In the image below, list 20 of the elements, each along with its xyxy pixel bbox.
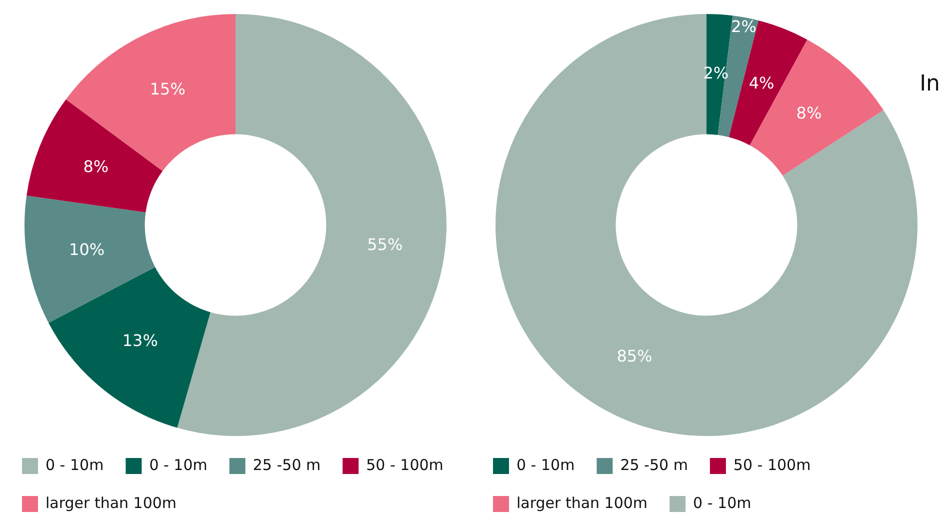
legend-label: 50 - 100m xyxy=(733,456,811,474)
legend-label: 50 - 100m xyxy=(366,456,444,474)
legend-label: 0 - 10m xyxy=(693,494,752,512)
data-label: 15% xyxy=(150,79,186,98)
legend-label: 0 - 10m xyxy=(149,456,208,474)
data-label: 85% xyxy=(616,346,652,366)
legend-label: 25 -50 m xyxy=(620,456,688,474)
data-label: 8% xyxy=(83,156,109,176)
data-label: 13% xyxy=(122,331,158,350)
text: In xyxy=(920,72,940,97)
data-label: 55% xyxy=(367,235,403,254)
data-label: 8% xyxy=(796,103,822,122)
data-label: 10% xyxy=(69,240,105,259)
data-label: 2% xyxy=(731,16,756,36)
legend-label: 25 -50 m xyxy=(252,456,321,474)
legend-label: larger than 100m xyxy=(46,494,177,512)
legend-label: 0 - 10m xyxy=(516,456,575,474)
legend-label: 0 - 10m xyxy=(46,456,104,474)
legend-label: larger than 100m xyxy=(516,494,648,512)
data-label: 4% xyxy=(748,74,774,93)
